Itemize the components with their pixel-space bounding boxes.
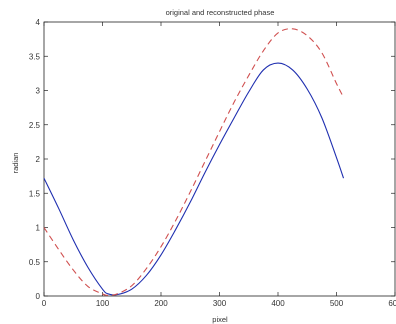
y-tick-label: 0.5 xyxy=(29,258,41,267)
y-tick-label: 1 xyxy=(36,224,41,233)
y-tick-label: 3.5 xyxy=(29,52,41,61)
y-tick-label: 3 xyxy=(36,87,41,96)
y-axis-label: radian xyxy=(11,153,20,174)
chart-title: original and reconstructed phase xyxy=(166,8,275,17)
x-tick-label: 300 xyxy=(213,299,227,308)
y-tick-label: 2.5 xyxy=(29,121,41,130)
x-tick-label: 0 xyxy=(42,299,47,308)
y-tick-label: 2 xyxy=(36,155,41,164)
x-tick-label: 400 xyxy=(271,299,285,308)
y-tick-label: 0 xyxy=(36,292,41,301)
x-tick-label: 200 xyxy=(154,299,168,308)
series-line-reconstructed xyxy=(43,28,345,296)
x-tick-label: 600 xyxy=(388,299,396,308)
x-axis-label: pixel xyxy=(212,315,228,324)
plot-area: 0 100 200 300 400 500 600 0 0.5 1 1.5 2 2.5 3 3.5 4 xyxy=(29,18,396,308)
x-tick-label: 100 xyxy=(96,299,110,308)
series-line-original xyxy=(43,62,345,296)
x-tick-label: 500 xyxy=(330,299,344,308)
y-tick-label: 1.5 xyxy=(29,189,41,198)
y-tick-label: 4 xyxy=(36,18,41,27)
